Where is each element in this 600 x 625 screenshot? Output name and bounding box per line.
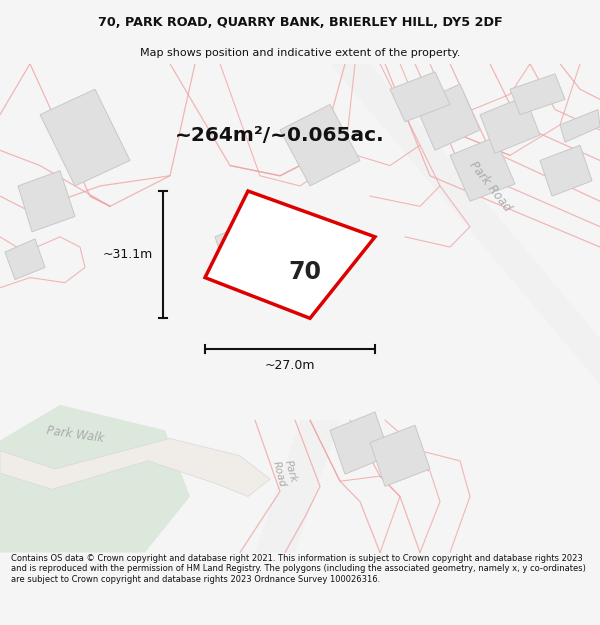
Polygon shape (280, 104, 360, 186)
Polygon shape (415, 84, 480, 150)
Polygon shape (18, 171, 75, 232)
Polygon shape (540, 145, 592, 196)
Polygon shape (560, 109, 600, 142)
Polygon shape (390, 72, 450, 122)
Polygon shape (255, 420, 340, 552)
Polygon shape (40, 89, 130, 186)
Polygon shape (510, 74, 565, 114)
Polygon shape (480, 96, 540, 153)
Text: ~27.0m: ~27.0m (265, 359, 315, 372)
Text: ~31.1m: ~31.1m (103, 248, 153, 261)
Text: Park Road: Park Road (466, 159, 514, 214)
Polygon shape (330, 64, 600, 384)
Text: 70, PARK ROAD, QUARRY BANK, BRIERLEY HILL, DY5 2DF: 70, PARK ROAD, QUARRY BANK, BRIERLEY HIL… (98, 16, 502, 29)
Polygon shape (5, 239, 45, 279)
Text: Park
Road: Park Road (271, 457, 299, 488)
Polygon shape (0, 439, 270, 496)
Polygon shape (215, 216, 280, 282)
Polygon shape (0, 405, 190, 552)
Text: Park Walk: Park Walk (46, 424, 104, 446)
Text: 70: 70 (289, 261, 322, 284)
Polygon shape (370, 425, 430, 486)
Polygon shape (205, 191, 375, 318)
Text: Contains OS data © Crown copyright and database right 2021. This information is : Contains OS data © Crown copyright and d… (11, 554, 586, 584)
Text: ~264m²/~0.065ac.: ~264m²/~0.065ac. (175, 126, 385, 145)
Polygon shape (330, 412, 390, 474)
Polygon shape (450, 137, 515, 201)
Text: Map shows position and indicative extent of the property.: Map shows position and indicative extent… (140, 48, 460, 58)
